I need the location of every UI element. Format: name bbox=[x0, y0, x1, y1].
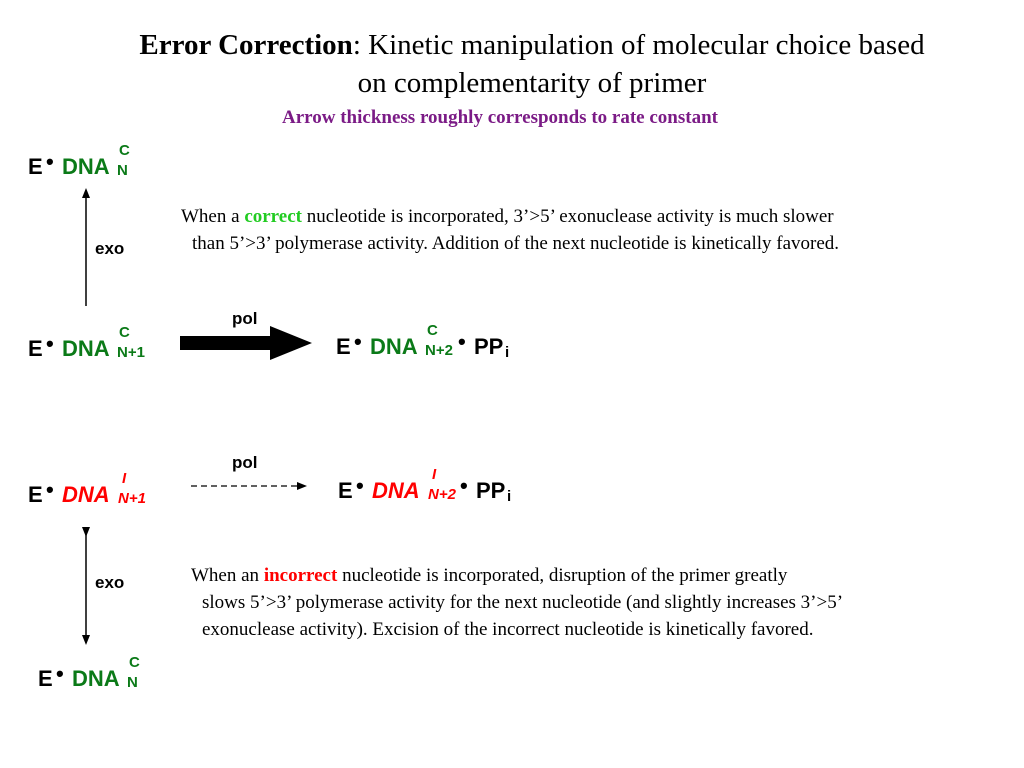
bond-dot: • bbox=[46, 477, 54, 502]
page-title: Error Correction: Kinetic manipulation o… bbox=[40, 26, 1024, 102]
title-line2: on complementarity of primer bbox=[357, 67, 707, 99]
title-rest: : Kinetic manipulation of molecular choi… bbox=[352, 29, 925, 61]
bond-dot: • bbox=[356, 473, 364, 498]
dna-superscript: C bbox=[129, 654, 140, 671]
bond-dot: • bbox=[354, 329, 362, 354]
enzyme-label: E bbox=[28, 482, 43, 507]
paragraph-incorrect: When an incorrect nucleotide is incorpor… bbox=[191, 562, 843, 643]
paragraph-incorrect-line1: When an incorrect nucleotide is incorpor… bbox=[191, 562, 843, 589]
enzyme-label: E bbox=[338, 478, 353, 503]
pyrophosphate-label: PP bbox=[474, 334, 504, 359]
paragraph-correct: When a correct nucleotide is incorporate… bbox=[181, 203, 839, 257]
bond-dot: • bbox=[46, 149, 54, 174]
paragraph-incorrect-line2: slows 5’>3’ polymerase activity for the … bbox=[202, 592, 844, 613]
dna-label: DNA bbox=[62, 482, 110, 507]
dna-subscript: N+2 bbox=[428, 486, 456, 503]
dna-label: DNA bbox=[62, 154, 110, 179]
subtitle: Arrow thickness roughly corresponds to r… bbox=[282, 107, 718, 128]
pyrophosphate-subscript: i bbox=[507, 488, 512, 505]
paragraph-correct-line1: When a correct nucleotide is incorporate… bbox=[181, 203, 839, 230]
keyword-incorrect: incorrect bbox=[263, 565, 338, 586]
bond-dot-2: • bbox=[460, 473, 468, 498]
dna-subscript: N bbox=[127, 674, 138, 691]
enzyme-label: E bbox=[28, 154, 43, 179]
text-post: nucleotide is incorporated, disruption o… bbox=[337, 565, 788, 586]
exo-label-bottom: exo bbox=[95, 573, 125, 592]
enzyme-label: E bbox=[336, 334, 351, 359]
exo-label-top: exo bbox=[95, 239, 125, 258]
dna-label: DNA bbox=[370, 334, 418, 359]
pyrophosphate-subscript: i bbox=[505, 344, 510, 361]
dna-superscript: C bbox=[119, 142, 130, 159]
paragraph-incorrect-line3: exonuclease activity). Excision of the i… bbox=[202, 619, 814, 640]
dna-subscript: N+1 bbox=[117, 344, 145, 361]
pol-label-top: pol bbox=[232, 309, 258, 328]
dna-subscript: N+1 bbox=[118, 490, 146, 507]
dna-label: DNA bbox=[62, 336, 110, 361]
text-post: nucleotide is incorporated, 3’>5’ exonuc… bbox=[301, 206, 834, 227]
dna-superscript: C bbox=[119, 324, 130, 341]
keyword-correct: correct bbox=[244, 206, 302, 227]
text-pre: When an bbox=[191, 565, 264, 586]
enzyme-label: E bbox=[28, 336, 43, 361]
paragraph-correct-line2: than 5’>3’ polymerase activity. Addition… bbox=[192, 233, 840, 254]
pol-arrow-thick bbox=[180, 326, 312, 360]
enzyme-label: E bbox=[38, 666, 53, 691]
bond-dot: • bbox=[56, 661, 64, 686]
bond-dot: • bbox=[46, 331, 54, 356]
dna-superscript: C bbox=[427, 322, 438, 339]
dna-subscript: N+2 bbox=[425, 342, 453, 359]
dna-superscript: I bbox=[122, 470, 127, 487]
text-pre: When a bbox=[181, 206, 245, 227]
bond-dot-2: • bbox=[458, 329, 466, 354]
dna-subscript: N bbox=[117, 162, 128, 179]
dna-label: DNA bbox=[72, 666, 120, 691]
dna-label: DNA bbox=[372, 478, 420, 503]
pol-label-bottom: pol bbox=[232, 453, 258, 472]
pyrophosphate-label: PP bbox=[476, 478, 506, 503]
dna-superscript: I bbox=[432, 466, 437, 483]
title-bold: Error Correction bbox=[139, 29, 353, 61]
